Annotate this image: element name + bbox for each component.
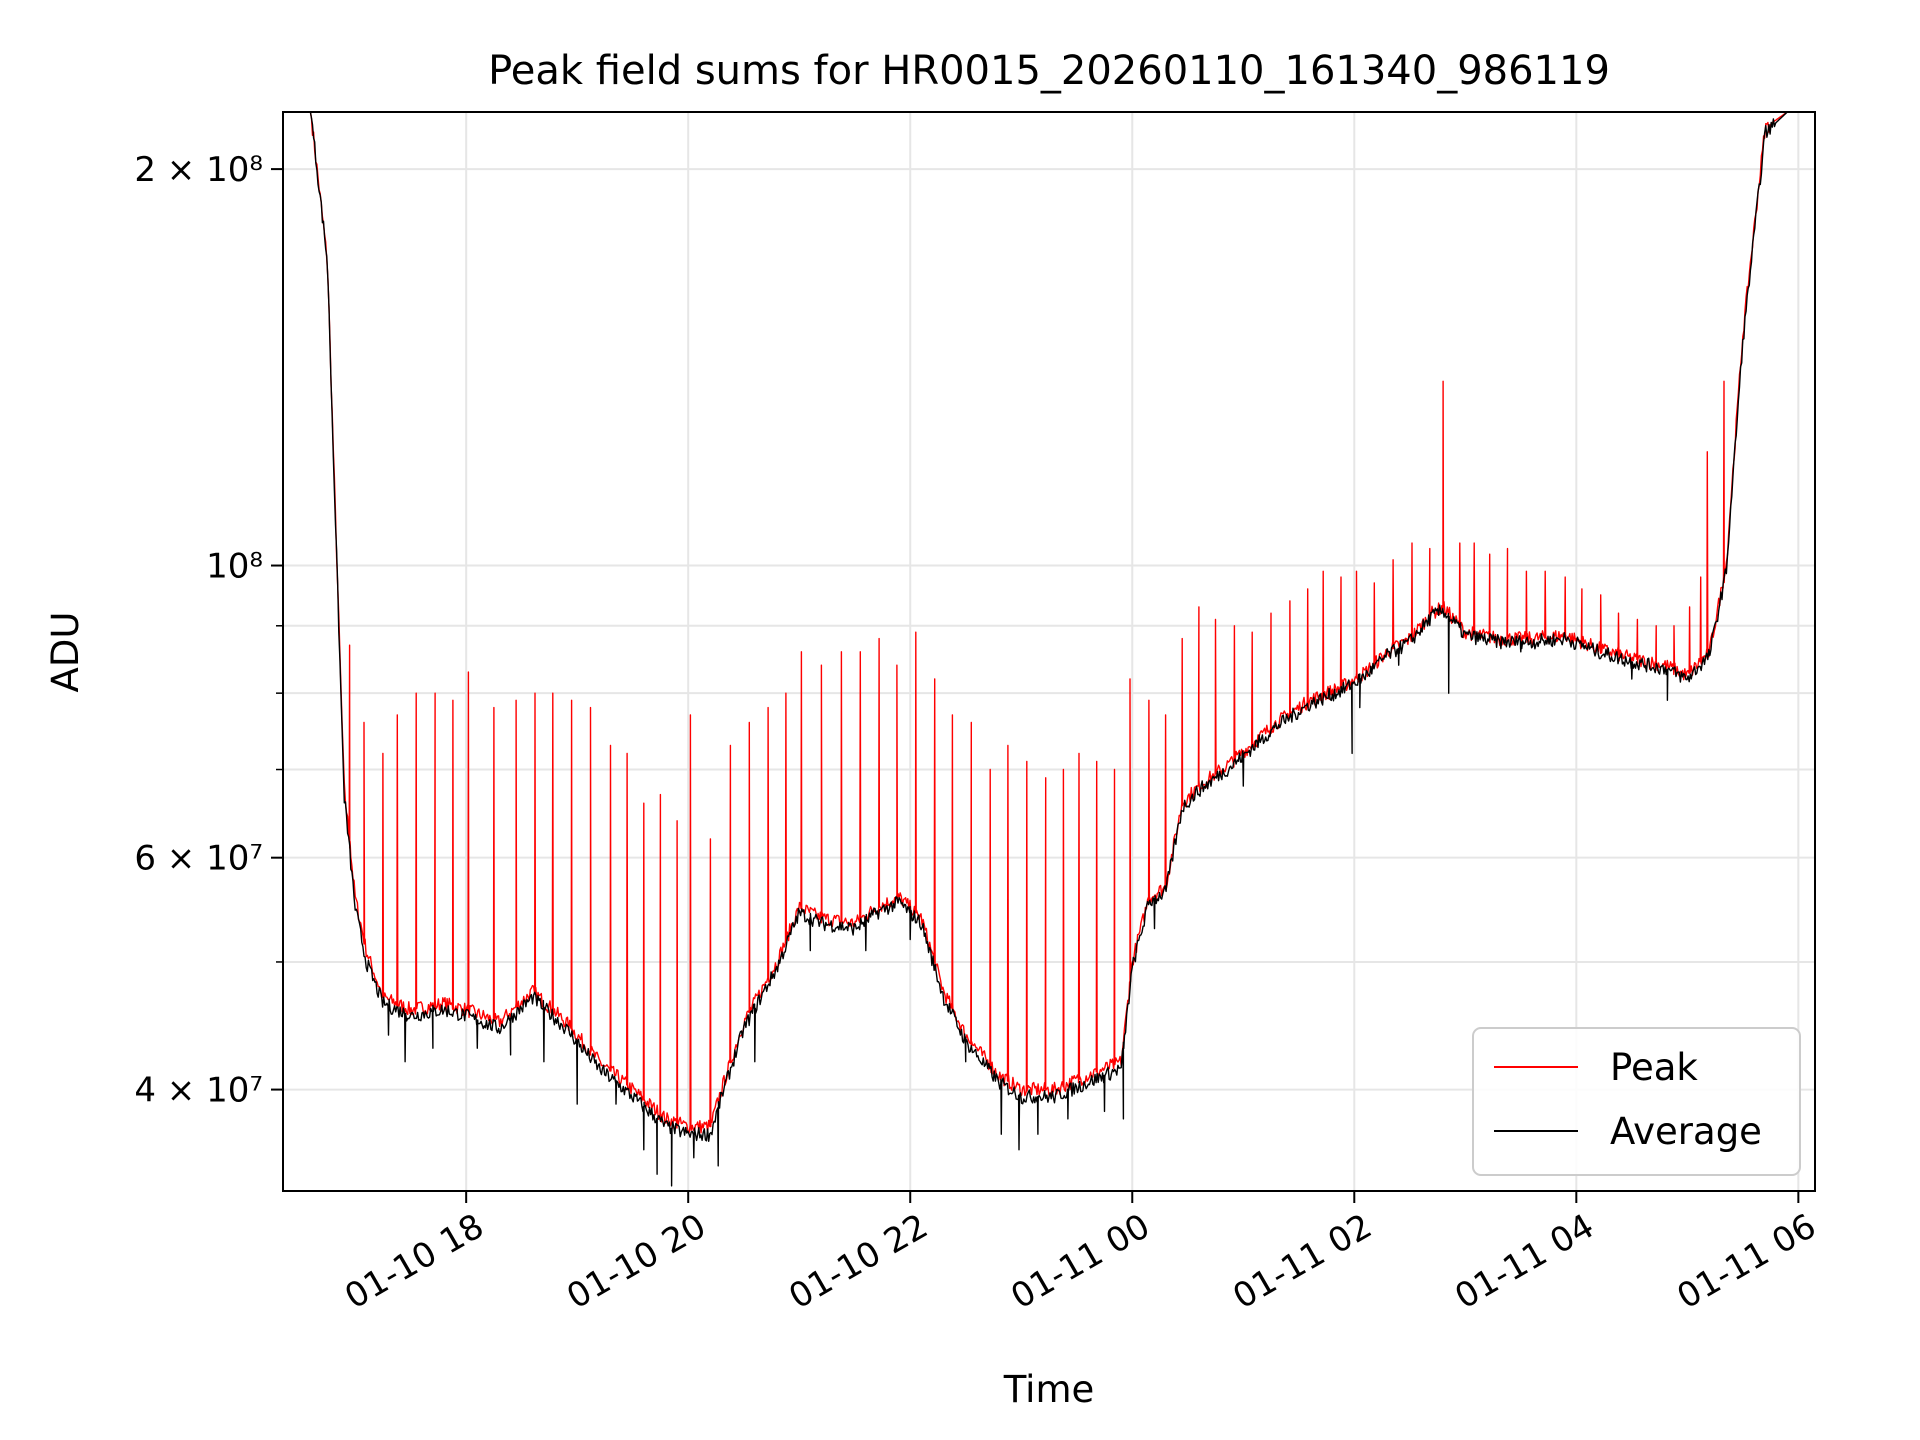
legend-average-label: Average (1610, 1110, 1762, 1153)
plot-area (283, 112, 1815, 1187)
legend-peak-label: Peak (1610, 1046, 1698, 1089)
axes-frame (282, 111, 1816, 1192)
x-axis-label: Time (1003, 1368, 1095, 1411)
y-axis-label: ADU (44, 612, 87, 693)
legend: Peak Average (1472, 1027, 1801, 1176)
y-axis: 4 × 10⁷ 6 × 10⁷ 10⁸ 2 × 10⁸ (134, 150, 283, 1111)
y-tick-label: 6 × 10⁷ (134, 839, 263, 879)
y-tick-label: 4 × 10⁷ (134, 1071, 263, 1111)
chart-title: Peak field sums for HR0015_20260110_1613… (488, 48, 1610, 94)
grid-lines (283, 112, 1815, 1191)
legend-box (1472, 1027, 1801, 1176)
y-tick-label: 2 × 10⁸ (134, 150, 263, 190)
y-tick-label: 10⁸ (206, 547, 263, 587)
series-average-line (283, 112, 1815, 1187)
